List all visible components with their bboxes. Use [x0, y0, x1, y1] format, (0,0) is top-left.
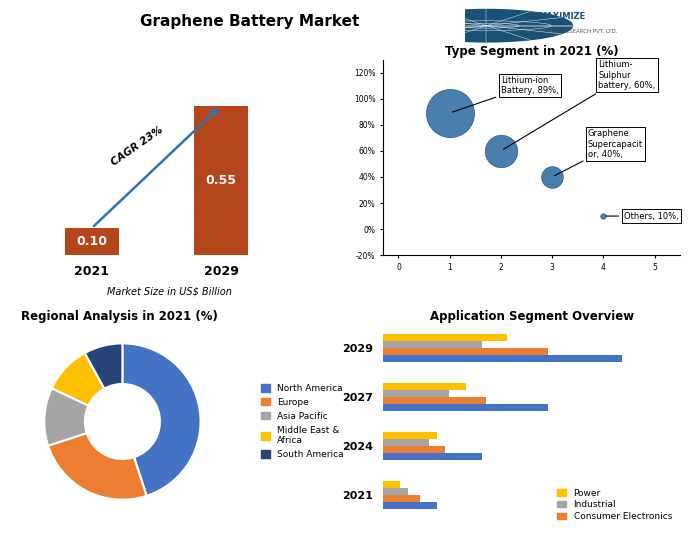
Wedge shape — [48, 433, 146, 500]
Legend: Power, Industrial, Consumer Electronics: Power, Industrial, Consumer Electronics — [554, 485, 675, 525]
Text: MARKET RESEARCH PVT. LTD.: MARKET RESEARCH PVT. LTD. — [538, 29, 618, 34]
Point — [547, 173, 558, 181]
Point — [444, 109, 455, 117]
Bar — [383, 390, 449, 397]
Wedge shape — [85, 344, 122, 388]
Title: Application Segment Overview: Application Segment Overview — [430, 309, 634, 322]
Point — [598, 212, 609, 220]
Bar — [383, 384, 466, 390]
Wedge shape — [44, 388, 88, 446]
Bar — [383, 348, 548, 355]
Text: Graphene Battery Market: Graphene Battery Market — [140, 14, 359, 29]
Legend: North America, Europe, Asia Pacific, Middle East &
Africa, South America: North America, Europe, Asia Pacific, Mid… — [257, 380, 347, 463]
Text: Others, 10%,: Others, 10%, — [606, 212, 679, 221]
Bar — [194, 105, 248, 255]
Text: 0.10: 0.10 — [76, 235, 108, 248]
Bar — [383, 446, 445, 453]
Text: Graphene
Supercapacit
or, 40%,: Graphene Supercapacit or, 40%, — [555, 129, 643, 176]
Wedge shape — [52, 353, 104, 406]
Text: CAGR 23%: CAGR 23% — [110, 125, 164, 168]
Bar — [383, 481, 400, 488]
Bar — [383, 341, 482, 348]
Text: MAXIMIZE: MAXIMIZE — [538, 12, 585, 21]
Bar — [383, 488, 408, 495]
Bar — [383, 355, 623, 362]
Bar — [383, 439, 428, 446]
Bar — [383, 397, 486, 404]
Text: Market Size in US$ Billion: Market Size in US$ Billion — [107, 287, 232, 296]
Circle shape — [400, 9, 573, 42]
Bar — [383, 453, 482, 460]
Bar — [383, 404, 548, 411]
Point — [496, 147, 507, 155]
Bar — [383, 334, 507, 341]
Text: Lithium-
Sulphur
battery, 60%,: Lithium- Sulphur battery, 60%, — [503, 60, 655, 149]
Wedge shape — [122, 344, 201, 496]
Title: Type Segment in 2021 (%): Type Segment in 2021 (%) — [445, 45, 618, 58]
Bar — [383, 502, 437, 509]
Bar — [383, 432, 437, 439]
Text: 0.55: 0.55 — [205, 174, 237, 187]
Bar — [383, 495, 421, 502]
Bar — [65, 228, 119, 255]
Text: Regional Analysis in 2021 (%): Regional Analysis in 2021 (%) — [21, 309, 218, 322]
Text: Lithium-ion
Battery, 89%,: Lithium-ion Battery, 89%, — [452, 76, 559, 112]
